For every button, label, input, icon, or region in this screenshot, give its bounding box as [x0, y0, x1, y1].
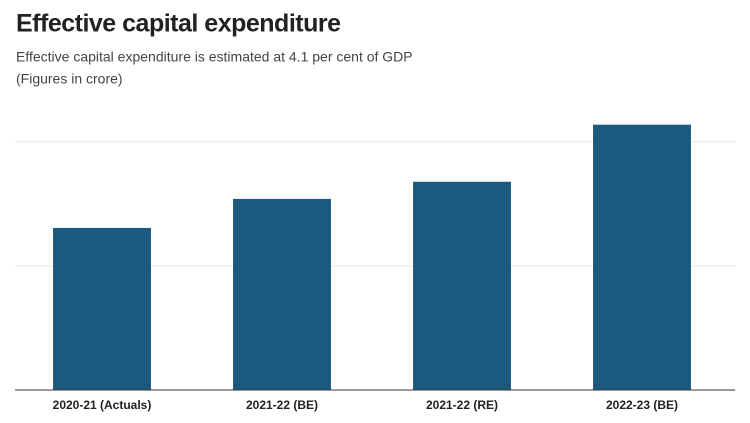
- chart-subtitle: Effective capital expenditure is estimat…: [16, 49, 413, 65]
- chart-title: Effective capital expenditure: [16, 10, 341, 38]
- x-tick-label: 2020-21 (Actuals): [53, 398, 152, 412]
- bar: [413, 181, 511, 390]
- bar: [233, 198, 331, 390]
- x-tick-label: 2021-22 (RE): [426, 398, 498, 412]
- chart-note: (Figures in crore): [16, 71, 123, 87]
- x-tick-label: 2021-22 (BE): [246, 398, 318, 412]
- bar: [593, 124, 691, 390]
- bar: [53, 227, 151, 390]
- x-tick-label: 2022-23 (BE): [606, 398, 678, 412]
